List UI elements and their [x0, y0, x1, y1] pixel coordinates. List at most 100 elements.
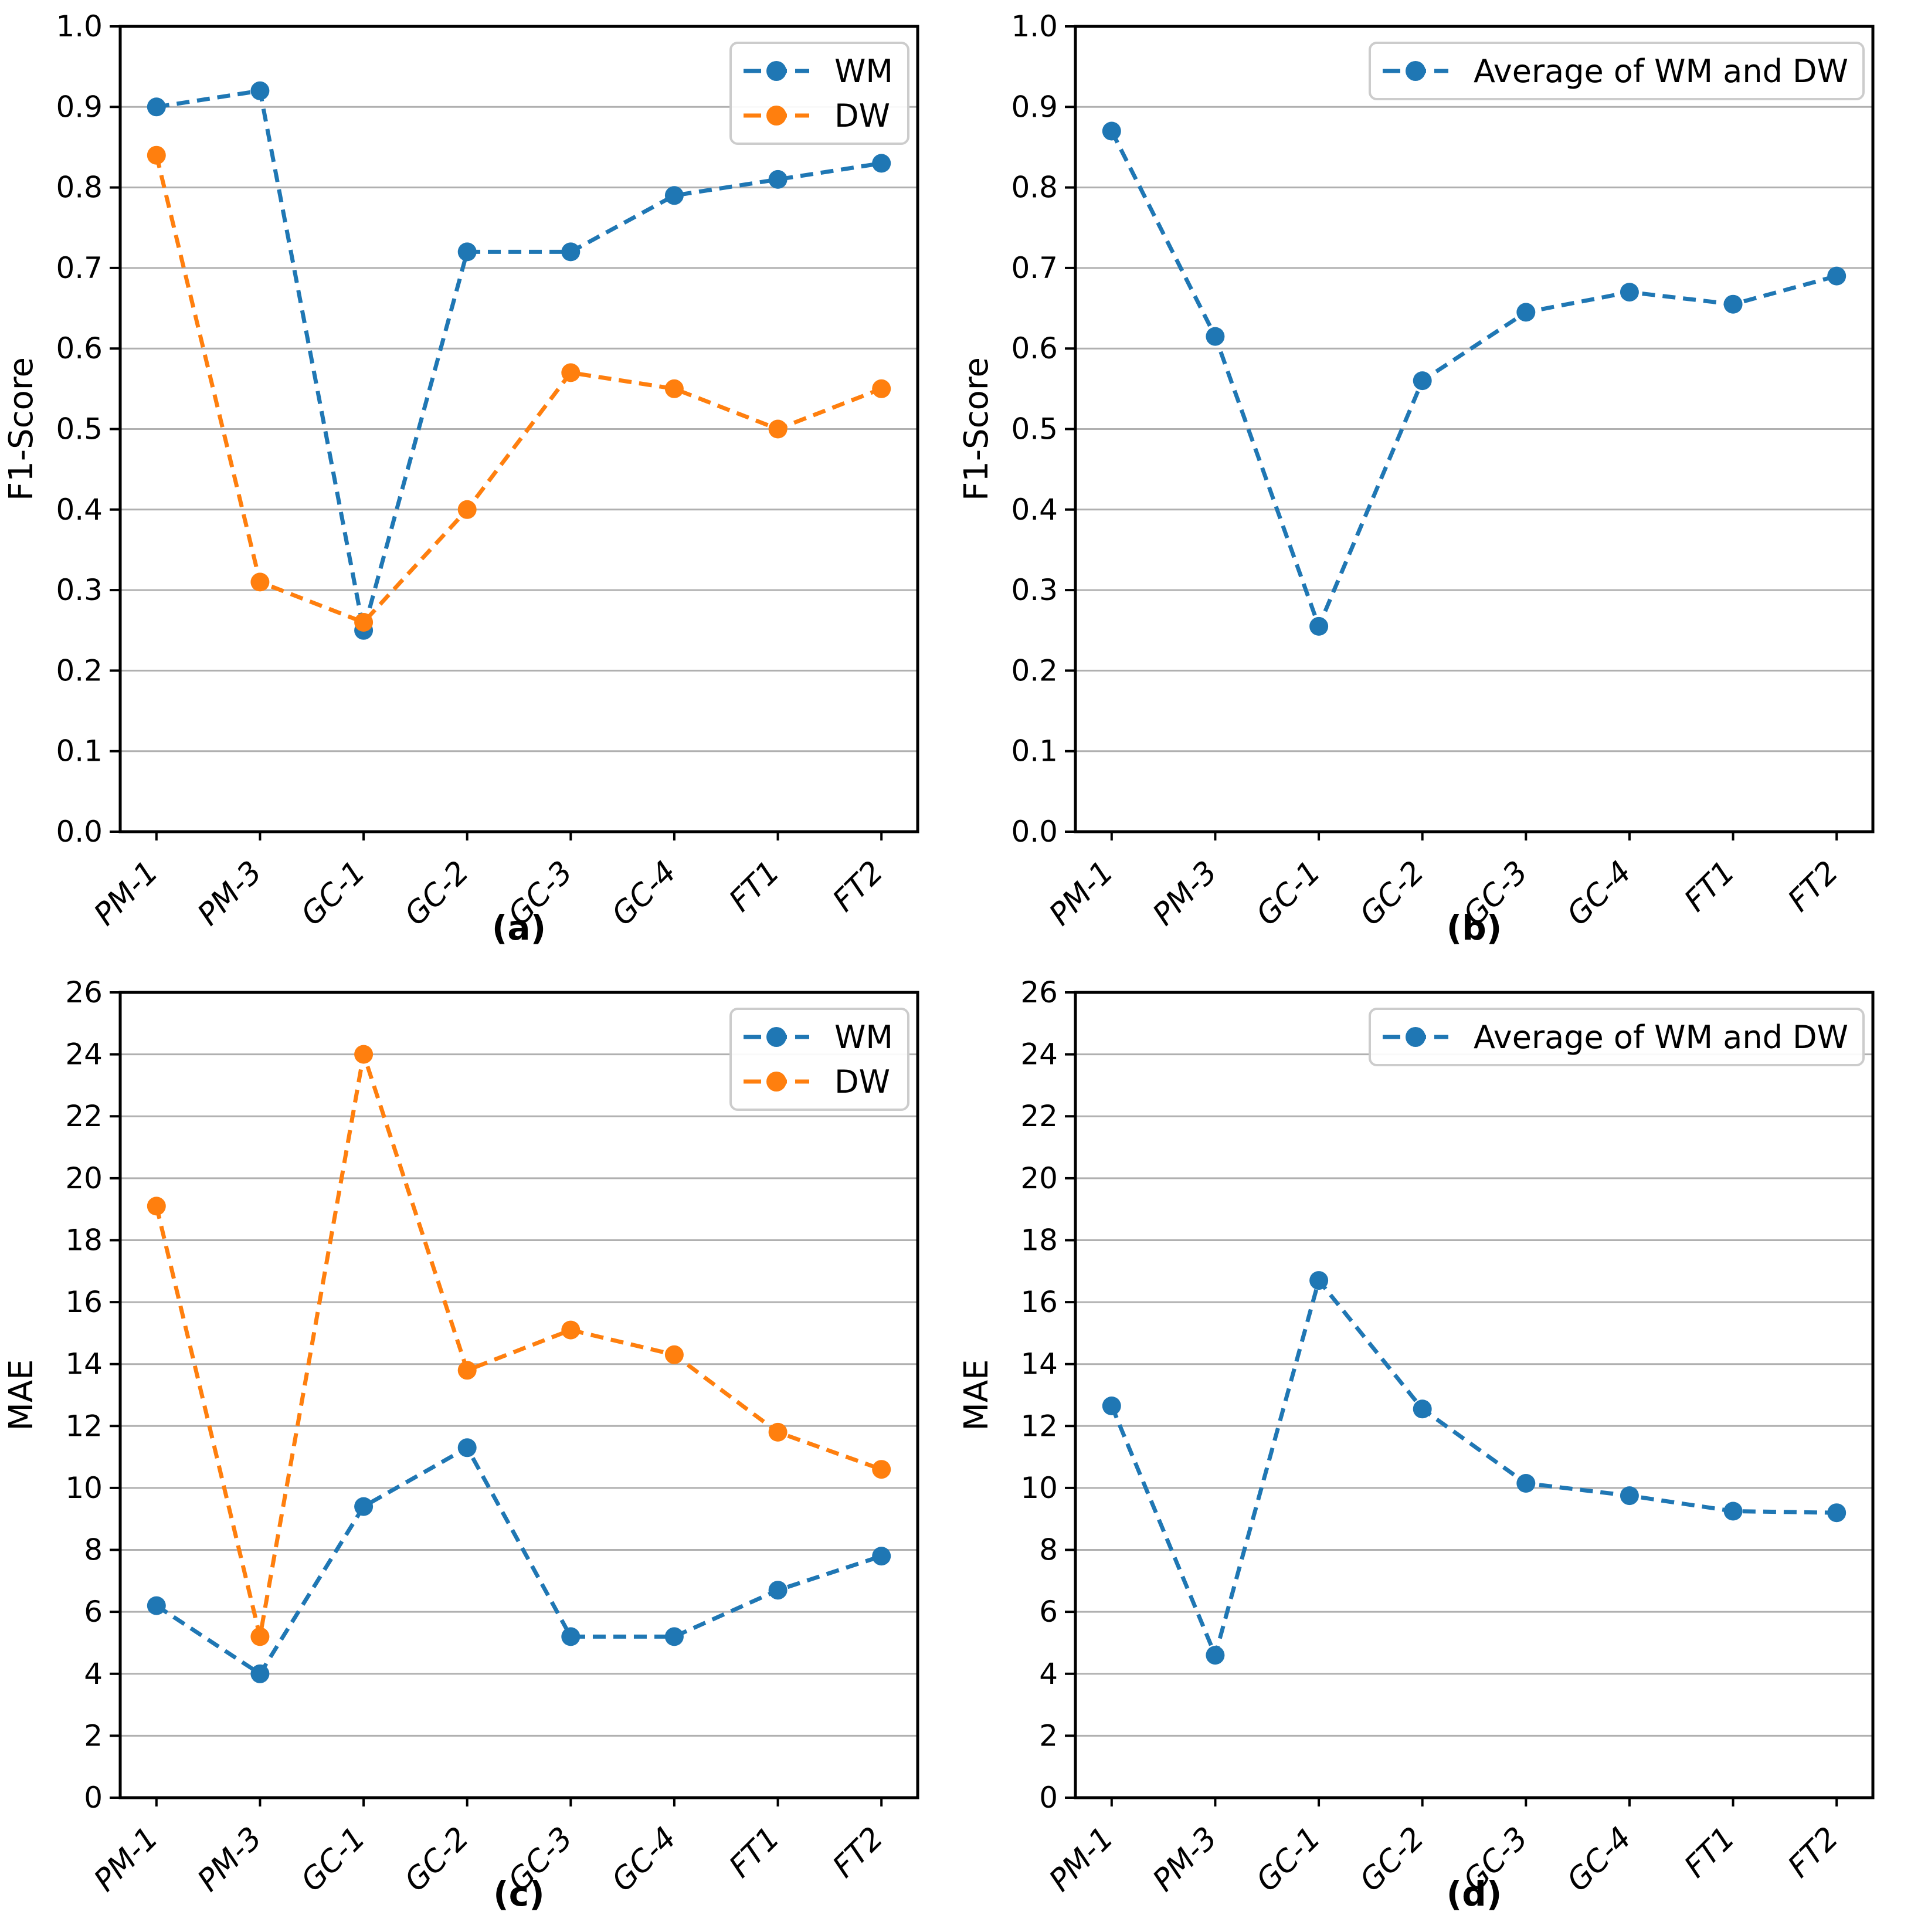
y-tick-label: 0.1 — [1011, 734, 1058, 768]
data-point-marker — [1516, 303, 1536, 322]
y-tick-label: 0.4 — [56, 493, 103, 527]
series-line-dw — [154, 1053, 882, 1638]
data-point-marker — [147, 1596, 166, 1615]
y-tick-label: 0.8 — [56, 171, 103, 205]
data-point-marker — [664, 379, 684, 398]
subplot-a: 0.0 0.1 0.2 0.3 0.4 0.5 0.6 0.7 0.8 0.9 1.0 PM-1 PM-… — [0, 0, 956, 966]
y-tick-label: 18 — [1020, 1223, 1058, 1257]
y-tick-label: 0.2 — [56, 653, 103, 687]
y-axis-label: MAE — [958, 1359, 996, 1431]
legend-label: Average of WM and DW — [1474, 1019, 1848, 1056]
data-point-marker — [872, 154, 891, 173]
y-tick-label: 6 — [84, 1595, 103, 1629]
data-point-marker — [250, 81, 270, 100]
x-tick-label: FT2 — [826, 1821, 890, 1884]
legend-sample-marker — [766, 106, 787, 126]
x-tick-label: FT2 — [826, 855, 890, 918]
data-point-marker — [457, 1438, 477, 1458]
y-tick-label: 24 — [65, 1038, 103, 1072]
chart-b-f1-average: 0.0 0.1 0.2 0.3 0.4 0.5 0.6 0.7 0.8 0.9 1.0 PM-1 PM-… — [958, 9, 1875, 933]
y-axis-label: MAE — [2, 1359, 40, 1431]
data-point-marker — [147, 1197, 166, 1216]
x-tick-label: GC-2 — [398, 1821, 476, 1899]
data-point-marker — [250, 572, 270, 592]
data-point-marker — [1102, 121, 1121, 141]
data-point-marker — [561, 1627, 581, 1646]
caption-b: (b) — [1446, 908, 1502, 948]
x-tick-label: PM-3 — [191, 1821, 269, 1899]
data-point-marker — [872, 379, 891, 398]
x-tick-label: GC-4 — [1560, 1821, 1638, 1899]
y-tick-label: 12 — [65, 1409, 103, 1443]
chart-a-f1-wm-dw: 0.0 0.1 0.2 0.3 0.4 0.5 0.6 0.7 0.8 0.9 1.0 PM-1 PM-… — [2, 9, 919, 933]
y-axis-label: F1-Score — [958, 357, 996, 501]
x-tick-label: PM-1 — [1043, 855, 1121, 933]
data-point-marker — [1620, 1486, 1639, 1506]
y-tick-label: 0.9 — [1011, 90, 1058, 124]
x-tick-label: PM-3 — [1146, 855, 1224, 933]
y-tick-label: 0.5 — [1011, 412, 1058, 446]
x-tick-label: FT1 — [722, 855, 786, 918]
y-tick-label: 0.3 — [56, 573, 103, 607]
series-line-dw — [154, 154, 882, 625]
series-line-average-of-wm-and-dw — [1109, 130, 1838, 632]
y-tick-label: 14 — [65, 1347, 103, 1381]
caption-c: (c) — [493, 1874, 545, 1914]
x-tick-label: PM-3 — [191, 855, 269, 933]
y-tick-label: 2 — [84, 1719, 103, 1753]
legend-sample-marker — [766, 1027, 787, 1047]
y-tick-label: 0 — [84, 1781, 103, 1815]
x-tick-label: PM-1 — [1043, 1821, 1121, 1899]
data-point-marker — [872, 1460, 891, 1479]
x-tick-label: FT1 — [722, 1821, 786, 1884]
legend-sample-marker — [1405, 1027, 1425, 1047]
x-tick-label: GC-1 — [294, 855, 372, 933]
legend-label: DW — [834, 97, 890, 134]
x-tick-label: PM-1 — [87, 1821, 165, 1899]
x-tick-label: GC-2 — [1353, 1821, 1431, 1899]
data-point-marker — [1206, 1646, 1225, 1665]
y-tick-label: 0.6 — [56, 331, 103, 365]
plot-spines — [118, 991, 919, 1799]
data-point-marker — [1413, 1399, 1432, 1419]
data-point-marker — [354, 1497, 374, 1516]
y-tick-label: 0.1 — [56, 734, 103, 768]
data-point-marker — [664, 1345, 684, 1364]
x-tick-label: GC-2 — [398, 855, 476, 933]
y-tick-label: 0.8 — [1011, 171, 1058, 205]
legend-box — [1368, 42, 1865, 100]
caption-d: (d) — [1446, 1874, 1502, 1914]
data-point-marker — [1309, 616, 1329, 636]
data-point-marker — [1620, 283, 1639, 302]
data-point-marker — [561, 242, 581, 262]
data-point-marker — [1102, 1397, 1121, 1415]
data-point-marker — [1309, 1271, 1329, 1290]
y-tick-label: 0.7 — [1011, 251, 1058, 285]
data-point-marker — [457, 500, 477, 519]
y-tick-label: 16 — [1020, 1285, 1058, 1319]
y-tick-label: 12 — [1020, 1409, 1058, 1443]
subplot-c: 0 2 4 6 8 10 12 14 16 18 20 22 24 26 PM-1 PM-3 GC-1 GC-2 G… — [0, 966, 956, 1932]
y-tick-label: 1.0 — [56, 9, 103, 43]
data-point-marker — [1206, 327, 1225, 346]
plot-spines — [1074, 991, 1875, 1799]
data-point-marker — [561, 1320, 581, 1340]
data-point-marker — [147, 97, 166, 117]
series-line-average-of-wm-and-dw — [1109, 1276, 1837, 1662]
y-tick-label: 0.9 — [56, 90, 103, 124]
legend-sample-marker — [1405, 61, 1425, 81]
legend-label: WM — [834, 1019, 893, 1056]
y-tick-label: 24 — [1020, 1038, 1058, 1072]
data-point-marker — [872, 1547, 891, 1566]
y-tick-label: 8 — [1039, 1533, 1058, 1567]
subplot-d: 0 2 4 6 8 10 12 14 16 18 20 22 24 26 PM-1 PM-3 GC-1 GC-2 G… — [955, 966, 1911, 1932]
y-tick-label: 0.0 — [56, 815, 103, 849]
data-point-marker — [561, 363, 581, 382]
y-tick-label: 0.4 — [1011, 493, 1058, 527]
data-point-marker — [1723, 1501, 1743, 1521]
y-tick-label: 2 — [1039, 1719, 1058, 1753]
x-tick-label: FT2 — [1781, 855, 1845, 918]
series-line-wm — [155, 1445, 882, 1677]
